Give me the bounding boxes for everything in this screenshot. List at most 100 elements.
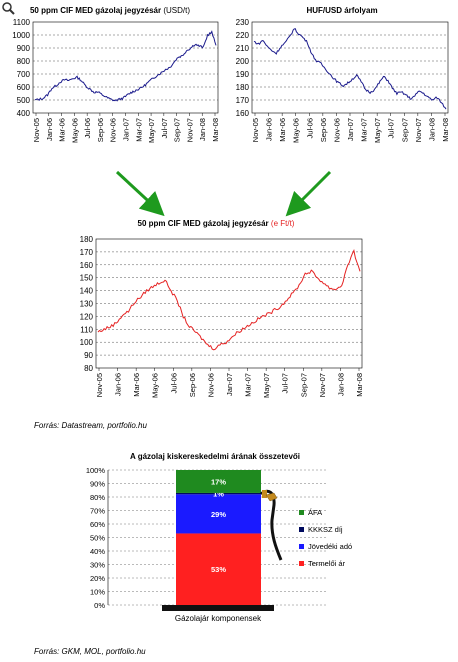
fuel-nozzle-icon [260, 489, 283, 561]
y-tick-label: 70% [90, 507, 105, 516]
y-tick-label: 1000 [12, 31, 30, 40]
x-tick-label: May-07 [147, 118, 156, 143]
chart2-y-tick-labels: 230 220 210 200 190 180 170 160 [236, 18, 250, 118]
x-tick-label: May-06 [151, 373, 160, 398]
legend-swatch [299, 527, 304, 532]
chart4-title: A gázolaj kiskereskedelmi árának összete… [130, 452, 300, 461]
chart2-series-line [253, 28, 447, 110]
legend-label: ÁFA [308, 508, 322, 517]
y-tick-label: 170 [236, 96, 250, 105]
chart2-title: HUF/USD árfolyam [306, 6, 377, 15]
x-tick-label: Nov-07 [414, 118, 423, 142]
legend-swatch [299, 544, 304, 549]
legend-label: Jövedéki adó [308, 542, 352, 551]
y-tick-label: 210 [236, 44, 250, 53]
x-tick-label: Nov-05 [95, 373, 104, 397]
y-tick-label: 120 [80, 312, 94, 321]
chart2-gridlines [252, 34, 448, 101]
y-tick-label: 40% [90, 547, 105, 556]
y-tick-label: 100 [80, 338, 94, 347]
y-tick-label: 190 [236, 70, 250, 79]
chart4-x-category-label: Gázolajár komponensek [175, 614, 262, 623]
bar-segment-label: 1% [213, 490, 224, 499]
x-tick-label: May-06 [70, 118, 79, 143]
x-tick-label: Jul-06 [83, 118, 92, 138]
x-tick-label: Jul-06 [169, 373, 178, 393]
x-tick-label: Mar-06 [132, 373, 141, 397]
chart-usd-price: 50 ppm CIF MED gázolaj jegyzésár (USD/t)… [12, 6, 220, 143]
y-tick-label: 100% [86, 466, 106, 475]
y-tick-label: 500 [17, 96, 31, 105]
chart-huf-usd: HUF/USD árfolyam 230 220 210 200 190 180 170 16… [236, 6, 450, 143]
legend-label: KKKSZ díj [308, 525, 343, 534]
chart3-plot-area [95, 238, 363, 369]
x-tick-label: Mar-08 [211, 118, 220, 142]
legend-swatch [299, 561, 304, 566]
y-tick-label: 130 [80, 300, 94, 309]
x-tick-label: Sep-07 [173, 118, 182, 142]
chart4-stacked-bar: 53% 29% 1% 17% [176, 470, 261, 605]
x-tick-label: Jan-07 [225, 373, 234, 396]
bar-segment-label: 29% [211, 510, 226, 519]
chart1-title: 50 ppm CIF MED gázolaj jegyzésár (USD/t) [30, 6, 190, 15]
x-tick-label: Jan-06 [45, 118, 54, 141]
x-tick-label: Jan-08 [198, 118, 207, 141]
chart-huf-price: 50 ppm CIF MED gázolaj jegyzésár (e Ft/t… [80, 219, 364, 398]
y-tick-label: 900 [17, 44, 31, 53]
chart4-base-block [162, 605, 274, 611]
chart1-series-line [34, 30, 217, 102]
legend-swatch [299, 510, 304, 515]
chart4-y-tick-labels: 100% 90% 80% 70% 60% 50% 40% 30% 20% 10% 0% [86, 466, 106, 610]
x-tick-label: Sep-06 [188, 373, 197, 397]
y-tick-label: 90% [90, 480, 105, 489]
x-tick-label: May-07 [373, 118, 382, 143]
x-tick-label: Jul-07 [160, 118, 169, 138]
chart2-x-tick-labels: Nov-05 Jan-06 Mar-06 May-06 Jul-06 Sep-06 Nov-… [251, 113, 450, 143]
x-tick-label: Mar-08 [441, 118, 450, 142]
y-tick-label: 1100 [13, 18, 31, 27]
x-tick-label: Jan-06 [265, 118, 274, 141]
chart1-x-tick-labels: Nov-05 Jan-06 Mar-06 May-06 Jul-06 Sep-06 Nov-… [32, 113, 220, 143]
x-tick-label: Jan-06 [114, 373, 123, 396]
bar-segment-label: 17% [211, 477, 226, 486]
x-tick-label: Mar-07 [244, 373, 253, 397]
y-tick-label: 0% [94, 601, 105, 610]
chart3-series-line [97, 248, 361, 351]
y-tick-label: 400 [17, 109, 31, 118]
y-tick-label: 600 [17, 83, 31, 92]
y-tick-label: 200 [236, 57, 250, 66]
x-tick-label: Nov-05 [251, 118, 260, 142]
bar-segment [176, 470, 261, 493]
x-tick-label: Sep-07 [299, 373, 308, 397]
y-tick-label: 50% [90, 534, 105, 543]
x-tick-label: Sep-06 [96, 118, 105, 142]
x-tick-label: Nov-07 [185, 118, 194, 142]
y-tick-label: 10% [90, 588, 105, 597]
x-tick-label: Nov-06 [332, 118, 341, 142]
y-tick-label: 90 [84, 351, 93, 360]
x-tick-label: Mar-07 [360, 118, 369, 142]
arrow-right [285, 170, 332, 217]
bar-segment [176, 533, 261, 605]
source-note-2: Forrás: GKM, MOL, portfolio.hu [34, 647, 146, 656]
bar-segment [176, 492, 261, 495]
legend-label: Termelői ár [308, 559, 346, 568]
y-tick-label: 800 [17, 57, 31, 66]
x-tick-label: Jul-07 [387, 118, 396, 138]
bar-segment-label: 53% [211, 565, 226, 574]
arrow-left [115, 170, 165, 217]
chart3-y-tick-labels: 180 170 160 150 140 130 120 110 100 90 80 [80, 235, 94, 373]
chart3-x-tick-labels: Nov-05 Jan-06 Mar-06 May-06 Jul-06 Sep-06 Nov-… [95, 368, 364, 398]
y-tick-label: 20% [90, 574, 105, 583]
magnifier-icon[interactable] [2, 2, 15, 15]
x-tick-label: Nov-07 [318, 373, 327, 397]
x-tick-label: Jul-07 [281, 373, 290, 393]
x-tick-label: May-06 [292, 118, 301, 143]
chart-price-components: A gázolaj kiskereskedelmi árának összete… [86, 452, 352, 623]
y-tick-label: 160 [80, 261, 94, 270]
x-tick-label: Sep-06 [319, 118, 328, 142]
y-tick-label: 230 [236, 18, 250, 27]
chart4-legend: ÁFA KKKSZ díj Jövedéki adó Termelői ár [299, 508, 352, 568]
y-tick-label: 150 [80, 274, 94, 283]
